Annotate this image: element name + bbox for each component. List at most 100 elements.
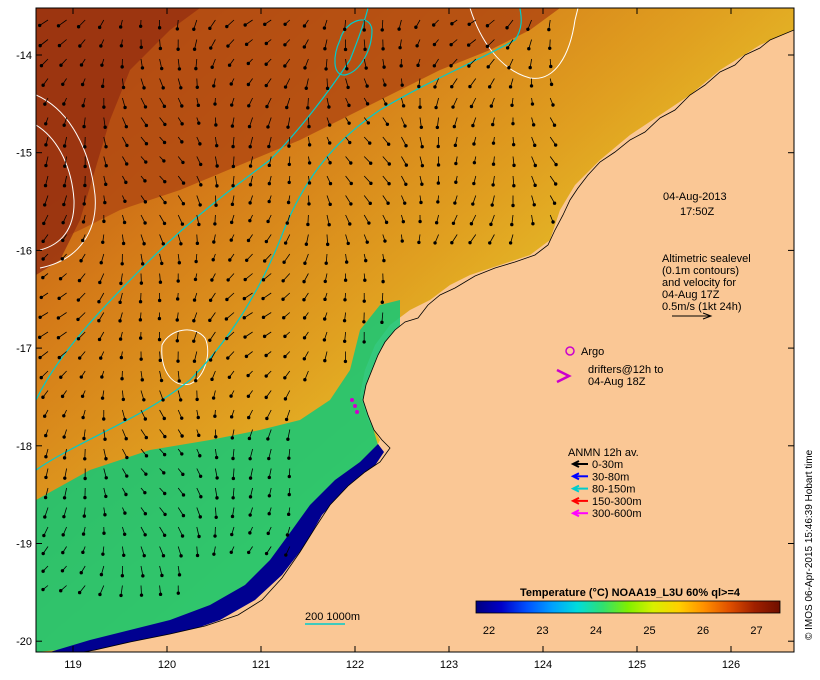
velocity-arrow-head <box>380 320 384 325</box>
velocity-arrow-head <box>304 242 309 246</box>
velocity-arrow-head <box>230 124 235 128</box>
cold-coastal-band <box>50 444 384 652</box>
velocity-arrow-head <box>264 83 268 88</box>
velocity-arrows <box>37 19 558 598</box>
argo-label: Argo <box>581 346 604 358</box>
anmn-legend-label: 30-80m <box>592 471 629 483</box>
velocity-arrow-head <box>79 259 83 263</box>
velocity-arrow-head <box>287 144 291 148</box>
velocity-arrow-head <box>283 354 287 359</box>
velocity-arrow-head <box>103 513 107 517</box>
velocity-arrow-head <box>404 163 409 167</box>
velocity-arrow-head <box>323 47 327 51</box>
velocity-arrow-head <box>76 298 81 302</box>
velocity-arrow-head <box>141 574 145 578</box>
velocity-arrow-head <box>104 145 108 149</box>
velocity-arrow-head <box>211 258 215 262</box>
velocity-arrow-head <box>302 316 307 320</box>
velocity-arrow-head <box>43 183 48 188</box>
velocity-arrow-head <box>62 123 66 127</box>
velocity-arrow-head <box>143 417 148 421</box>
velocity-arrow-head <box>471 123 475 128</box>
velocity-arrow-head <box>343 27 347 32</box>
velocity-arrow-head <box>140 66 145 70</box>
velocity-arrow-head <box>505 26 509 30</box>
velocity-arrow-head <box>199 183 203 187</box>
velocity-arrow-head <box>283 241 288 245</box>
velocity-arrow-head <box>162 159 166 163</box>
velocity-arrow-head <box>266 125 270 129</box>
velocity-arrow-head <box>261 278 266 282</box>
velocity-arrow-head <box>283 22 287 26</box>
velocity-arrow-head <box>225 24 229 29</box>
altimetry-line-4: 04-Aug 17Z <box>662 289 720 301</box>
velocity-arrow-head <box>349 161 353 165</box>
velocity-arrow-head <box>349 202 353 206</box>
velocity-arrow-head <box>363 47 367 52</box>
velocity-arrow-head <box>348 140 352 145</box>
velocity-arrow-head <box>80 394 85 398</box>
velocity-arrow-head <box>302 45 307 49</box>
colorbar-ticks: 22 23 24 25 26 27 <box>483 625 763 637</box>
velocity-arrow-head <box>248 495 253 499</box>
velocity-arrow-head <box>81 415 85 420</box>
velocity-arrow-head <box>44 122 48 126</box>
velocity-arrow-head <box>143 533 147 537</box>
velocity-arrow-head <box>454 180 458 184</box>
velocity-arrow-head <box>532 203 536 207</box>
velocity-arrow-head <box>44 454 48 459</box>
velocity-arrow-head <box>158 358 162 363</box>
velocity-arrow-head <box>175 339 180 343</box>
velocity-arrow-head <box>286 512 291 517</box>
velocity-arrow-head <box>549 82 554 87</box>
velocity-arrow-head <box>383 83 387 87</box>
velocity-arrow-head <box>324 67 328 71</box>
velocity-arrow-head <box>209 46 213 50</box>
velocity-arrow-head <box>247 415 251 420</box>
velocity-arrow-head <box>180 452 184 456</box>
velocity-arrow-head <box>286 200 291 205</box>
velocity-arrow-head <box>179 242 183 246</box>
velocity-arrow-head <box>511 142 516 147</box>
velocity-arrow-head <box>287 180 291 185</box>
velocity-arrow-head <box>99 572 104 577</box>
velocity-arrow-head <box>417 84 421 89</box>
anmn-legend-title: ANMN 12h av. <box>568 447 639 459</box>
velocity-arrow-head <box>264 395 268 400</box>
velocity-arrow-head <box>139 593 144 597</box>
velocity-arrow-head <box>472 181 476 186</box>
velocity-arrow-head <box>246 238 251 243</box>
velocity-arrow-head <box>228 258 232 262</box>
velocity-scale-arrowhead <box>702 312 713 320</box>
velocity-arrow-head <box>248 513 252 517</box>
velocity-arrow-head <box>302 24 307 28</box>
velocity-arrow-head <box>60 257 64 261</box>
velocity-arrow-head <box>104 457 108 461</box>
velocity-arrow-head <box>328 141 332 145</box>
velocity-arrow-head <box>404 182 408 186</box>
velocity-arrow-head <box>287 456 291 460</box>
velocity-arrow-head <box>435 125 440 130</box>
velocity-arrow-head <box>436 200 440 204</box>
anmn-legend-arrowhead <box>570 460 580 468</box>
velocity-arrow-head <box>267 494 272 498</box>
velocity-arrow-head <box>104 182 108 187</box>
velocity-arrow-head <box>214 435 218 439</box>
velocity-arrow-head <box>175 27 180 31</box>
velocity-arrow-head <box>327 123 332 127</box>
velocity-arrow-head <box>365 240 369 244</box>
lon-tick-label: 119 <box>64 659 82 671</box>
velocity-arrow-head <box>347 121 351 125</box>
velocity-arrow-head <box>124 180 128 185</box>
velocity-arrow-head <box>180 534 185 538</box>
velocity-arrow-head <box>162 221 167 226</box>
velocity-arrow-head <box>226 356 230 360</box>
velocity-arrow-head <box>214 455 219 460</box>
velocity-arrow-head <box>192 298 197 302</box>
velocity-arrow-head <box>342 339 347 343</box>
velocity-arrow-head <box>192 359 197 363</box>
velocity-arrow-head <box>118 300 122 305</box>
velocity-arrow-head <box>104 164 108 168</box>
velocity-arrow-head <box>162 491 167 496</box>
